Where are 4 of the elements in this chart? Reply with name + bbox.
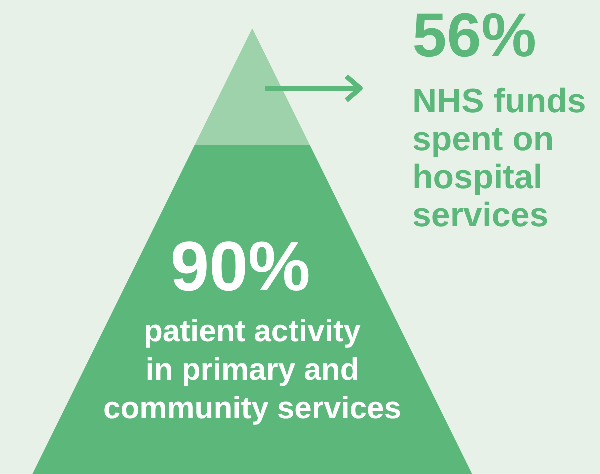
category-label: patient activity in primary and community services: [103, 314, 402, 426]
data-label: 56%: [412, 2, 537, 70]
category-label: NHS funds spent on hospital services: [412, 82, 586, 234]
data-label: 90%: [170, 228, 311, 306]
